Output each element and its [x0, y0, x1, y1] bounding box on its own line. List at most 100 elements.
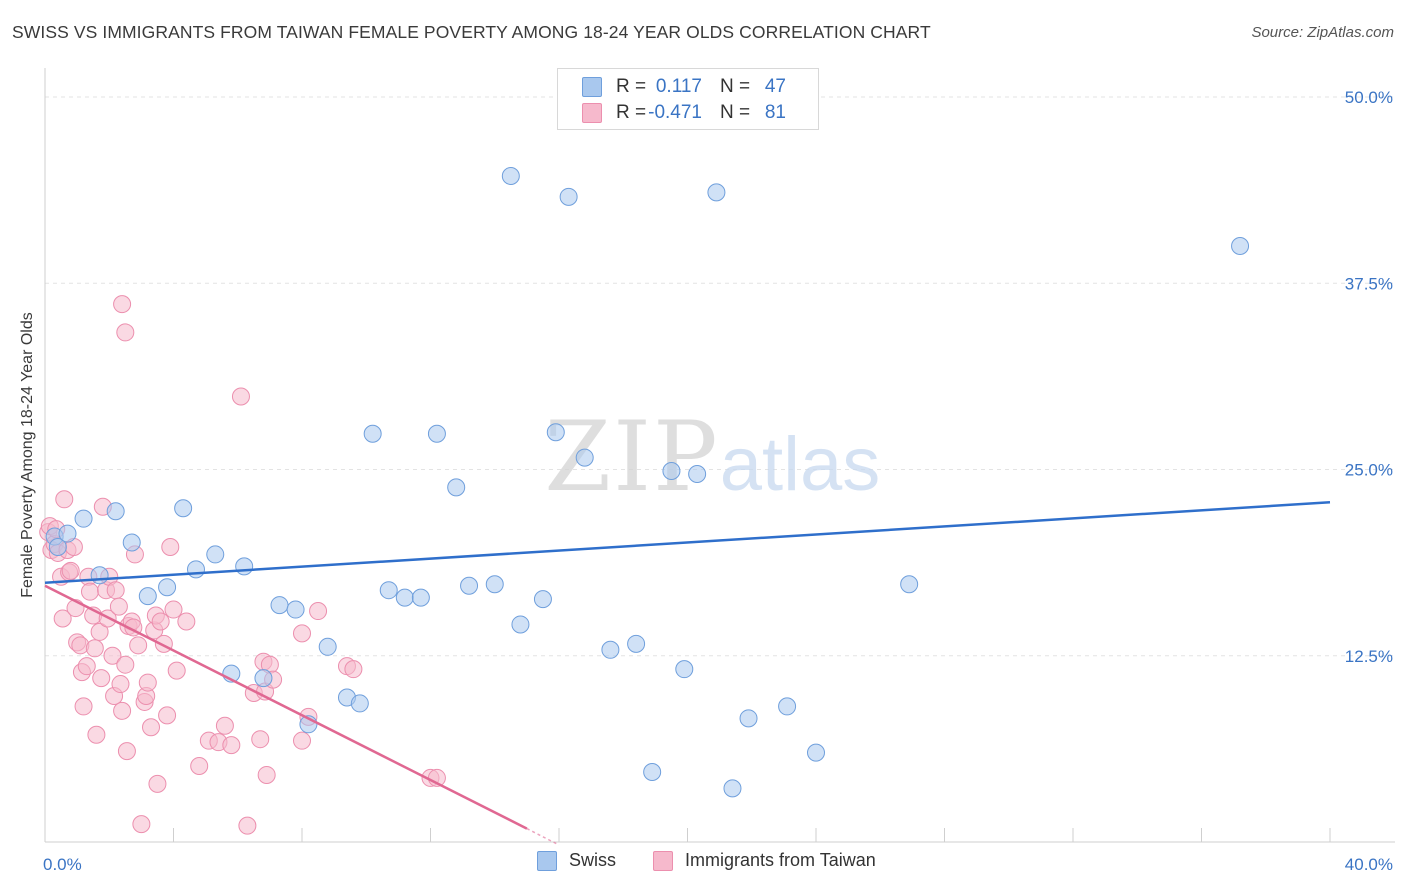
swiss-point [122, 533, 141, 552]
swiss-point [627, 634, 646, 653]
taiwan-point [158, 706, 177, 725]
correlation-legend: R = 0.117 N = 47 R = -0.471 N = 81 [557, 68, 819, 130]
swiss-point [643, 762, 662, 781]
y-tick-label: 50.0% [1345, 88, 1393, 107]
swiss-point [778, 697, 797, 716]
legend-row-taiwan: R = -0.471 N = 81 [582, 100, 786, 126]
taiwan-point [177, 612, 196, 631]
taiwan-point [167, 661, 186, 680]
series-swiss [45, 166, 1250, 798]
taiwan-point [74, 697, 93, 716]
swiss-point [270, 596, 289, 615]
taiwan-point [222, 736, 241, 755]
taiwan-swatch [582, 103, 602, 123]
taiwan-point [85, 639, 104, 658]
taiwan-point [344, 660, 363, 679]
swiss-point [254, 669, 273, 688]
swiss-point [807, 743, 825, 762]
n-value: 81 [764, 102, 786, 123]
swiss-point [395, 588, 414, 607]
swiss-point [58, 524, 77, 543]
taiwan-point [293, 624, 311, 643]
taiwan-point [161, 537, 180, 556]
watermark: ZIP atlas [544, 401, 880, 513]
taiwan-swatch [653, 850, 673, 871]
taiwan-point [190, 757, 209, 776]
swiss-point [688, 464, 707, 483]
swiss-point [186, 560, 205, 579]
axes [44, 68, 1395, 843]
r-value: 0.117 [655, 76, 702, 97]
taiwan-point [142, 718, 161, 737]
swiss-point [739, 709, 758, 728]
swiss-point [235, 557, 254, 576]
taiwan-point [77, 657, 96, 676]
legend-item-swiss[interactable]: Swiss [537, 850, 616, 871]
swiss-point [174, 499, 193, 518]
swiss-point [447, 478, 466, 497]
taiwan-point [103, 646, 122, 665]
r-label: R = [616, 102, 647, 123]
source-label: Source: ZipAtlas.com [1251, 24, 1394, 41]
swiss-swatch [537, 850, 557, 871]
swiss-point [74, 509, 93, 528]
swiss-point [206, 545, 225, 564]
taiwan-trend-extension [526, 827, 560, 846]
swiss-point [90, 566, 109, 585]
swiss-swatch [582, 77, 602, 97]
taiwan-point [215, 716, 234, 735]
taiwan-point [116, 323, 135, 342]
taiwan-point [106, 581, 125, 600]
legend-item-taiwan[interactable]: Immigrants from Taiwan [653, 850, 876, 871]
n-value: 47 [764, 76, 786, 97]
swiss-point [559, 187, 578, 206]
taiwan-point [55, 490, 74, 509]
swiss-point [1231, 237, 1250, 255]
y-tick-label: 12.5% [1345, 647, 1393, 666]
swiss-point [48, 537, 67, 556]
tick-labels: 12.5% 25.0% 37.5% 50.0% 0.0% 40.0% [43, 88, 1393, 874]
taiwan-point [109, 597, 128, 616]
taiwan-point [53, 609, 72, 628]
r-value: -0.471 [648, 102, 702, 123]
taiwan-point [90, 622, 109, 641]
swiss-point [411, 588, 430, 607]
legend-label-taiwan: Immigrants from Taiwan [685, 850, 876, 870]
swiss-point [350, 694, 369, 713]
swiss-point [707, 183, 726, 202]
n-label: N = [720, 102, 751, 123]
y-tick-label: 37.5% [1345, 274, 1393, 293]
trend-lines [44, 501, 1331, 846]
taiwan-point [111, 675, 130, 694]
swiss-point [533, 590, 552, 609]
swiss-point [158, 578, 177, 597]
swiss-point [546, 423, 565, 442]
swiss-point [363, 424, 382, 443]
swiss-point [427, 424, 446, 443]
taiwan-point [71, 636, 90, 655]
taiwan-point [148, 774, 167, 793]
taiwan-point [116, 655, 135, 674]
taiwan-point [87, 725, 106, 744]
taiwan-point [238, 816, 257, 835]
taiwan-point [257, 765, 276, 784]
swiss-point [460, 576, 479, 595]
taiwan-point [132, 815, 151, 834]
y-tick-label: 25.0% [1345, 461, 1393, 480]
chart-title: SWISS VS IMMIGRANTS FROM TAIWAN FEMALE P… [12, 22, 931, 42]
taiwan-point [113, 701, 132, 720]
r-label: R = [616, 76, 647, 97]
swiss-point [106, 502, 125, 521]
taiwan-point [251, 730, 270, 749]
watermark-zip: ZIP [544, 401, 719, 513]
n-label: N = [720, 76, 751, 97]
legend-label-swiss: Swiss [569, 850, 617, 870]
swiss-point [318, 637, 337, 656]
swiss-point [662, 461, 681, 480]
taiwan-point [113, 295, 132, 314]
swiss-point [485, 575, 504, 594]
swiss-point [379, 581, 398, 600]
x-tick-label: 0.0% [43, 855, 82, 874]
swiss-point [501, 166, 520, 185]
